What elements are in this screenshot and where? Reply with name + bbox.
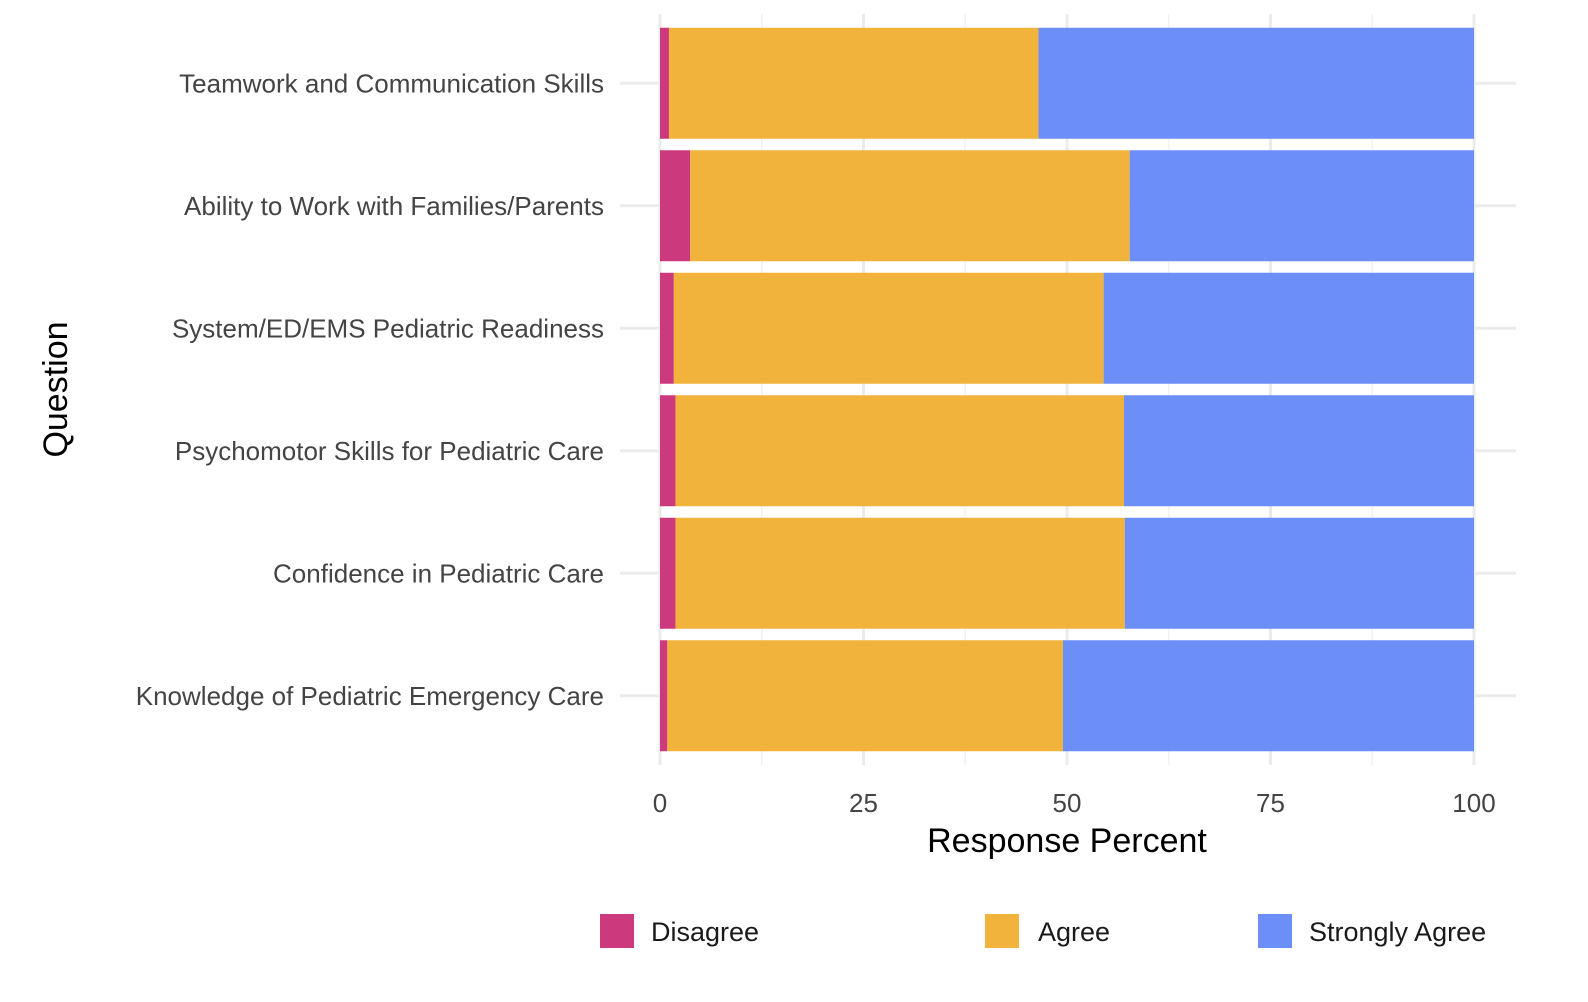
bar-agree: [668, 27, 1039, 139]
bar-strongly-agree: [1129, 150, 1474, 262]
x-tick-label: 75: [1256, 788, 1285, 818]
y-axis-title: Question: [37, 321, 75, 457]
bar-strongly-agree: [1103, 272, 1474, 384]
bar-disagree: [660, 640, 668, 752]
legend-label: Strongly Agree: [1309, 917, 1486, 947]
legend-label: Disagree: [651, 917, 759, 947]
bar-strongly-agree: [1123, 395, 1474, 507]
bars: [660, 27, 1474, 752]
bar-agree: [667, 640, 1063, 752]
x-tick-label: 100: [1452, 788, 1495, 818]
bar-agree: [673, 272, 1104, 384]
bar-strongly-agree: [1124, 517, 1474, 629]
x-tick-label: 50: [1053, 788, 1082, 818]
x-tick-label: 0: [653, 788, 667, 818]
bar-disagree: [660, 395, 676, 507]
category-label: Ability to Work with Families/Parents: [184, 191, 604, 221]
category-label: System/ED/EMS Pediatric Readiness: [172, 313, 604, 343]
category-label: Teamwork and Communication Skills: [179, 68, 604, 98]
bar-agree: [675, 395, 1124, 507]
x-tick-labels: 0 25 50 75 100: [653, 788, 1496, 818]
bar-agree: [675, 517, 1125, 629]
legend: Disagree Agree Strongly Agree: [600, 914, 1486, 948]
bar-agree: [690, 150, 1130, 262]
legend-key-agree: [985, 914, 1019, 948]
bar-strongly-agree: [1062, 640, 1474, 752]
bar-disagree: [660, 517, 676, 629]
legend-label: Agree: [1038, 917, 1110, 947]
category-label: Knowledge of Pediatric Emergency Care: [136, 681, 604, 711]
category-label: Psychomotor Skills for Pediatric Care: [175, 436, 604, 466]
legend-key-disagree: [600, 914, 634, 948]
bar-strongly-agree: [1038, 27, 1474, 139]
category-labels: Knowledge of Pediatric Emergency Care Con…: [136, 68, 604, 711]
category-label: Confidence in Pediatric Care: [273, 558, 604, 588]
bar-disagree: [660, 272, 674, 384]
legend-key-strongly-agree: [1258, 914, 1292, 948]
bar-disagree: [660, 150, 691, 262]
x-tick-label: 25: [849, 788, 878, 818]
bar-disagree: [660, 27, 669, 139]
x-axis-title: Response Percent: [927, 822, 1207, 860]
